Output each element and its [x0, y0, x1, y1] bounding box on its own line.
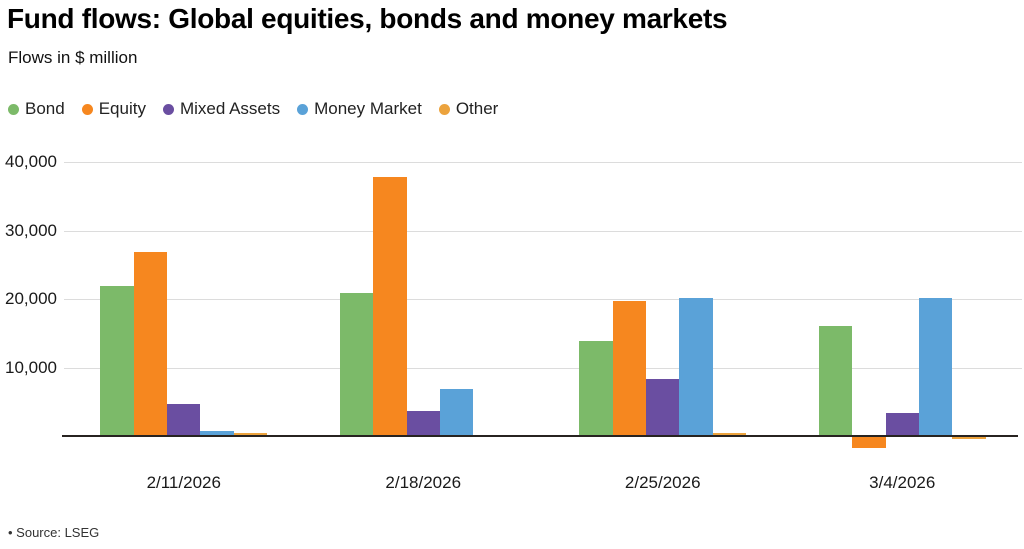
- x-tick-label: 2/25/2026: [624, 473, 701, 492]
- bar-bond-2-25-2026: [579, 341, 613, 436]
- legend-label: Equity: [98, 99, 146, 118]
- y-tick-label: 30,000: [5, 220, 57, 240]
- bar-mixed-assets-2-25-2026: [646, 379, 680, 436]
- legend-item-mixed-assets: Mixed Assets: [162, 99, 281, 119]
- y-tick-label: 20,000: [5, 289, 57, 308]
- x-tick-label: 2/18/2026: [385, 473, 462, 492]
- bar-mixed-assets-2-18-2026: [406, 410, 440, 436]
- legend-dot-icon: [81, 103, 93, 115]
- chart-subtitle: Flows in $ million: [8, 48, 138, 67]
- bar-bond-2-11-2026: [100, 285, 134, 436]
- legend: Bond Equity Mixed Assets Money Market Other: [8, 99, 498, 119]
- bar-money-market-2-18-2026: [439, 388, 474, 436]
- legend-item-other: Other: [438, 99, 499, 119]
- bar-equity-2-18-2026: [373, 177, 407, 436]
- legend-dot-icon: [438, 103, 450, 115]
- legend-label: Mixed Assets: [179, 99, 281, 118]
- x-tick-label: 2/11/2026: [146, 473, 221, 492]
- legend-dot-icon: [8, 103, 19, 115]
- bar-equity-3-4-2026: [852, 437, 886, 448]
- bar-bond-3-4-2026: [818, 325, 853, 436]
- bar-money-market-3-4-2026: [918, 297, 953, 436]
- legend-label: Money Market: [314, 99, 422, 118]
- x-tick-label: 3/4/2026: [869, 473, 936, 492]
- legend-item-money-market: Money Market: [297, 99, 422, 119]
- gridline: [64, 162, 1022, 163]
- bar-money-market-2-25-2026: [679, 298, 713, 436]
- gridline: [64, 367, 1022, 369]
- y-tick-label: 10,000: [5, 357, 57, 377]
- gridline: [64, 230, 1022, 232]
- legend-item-equity: Equity: [81, 99, 146, 119]
- bar-other-2-25-2026: [712, 433, 747, 436]
- bar-money-market-2-11-2026: [200, 431, 234, 436]
- chart-title: Fund flows: Global equities, bonds and m…: [7, 3, 728, 34]
- legend-label: Bond: [25, 99, 65, 118]
- bar-equity-2-25-2026: [612, 301, 647, 436]
- bar-mixed-assets-3-4-2026: [885, 412, 919, 436]
- bar-bond-2-18-2026: [339, 292, 374, 436]
- y-tick-label: 40,000: [5, 152, 57, 171]
- source-note: • Source: LSEG: [8, 525, 100, 540]
- legend-label: Other: [455, 99, 499, 118]
- bar-equity-2-11-2026: [133, 251, 168, 436]
- bar-mixed-assets-2-11-2026: [167, 403, 201, 436]
- x-axis-line: [62, 435, 1018, 437]
- gridline: [64, 299, 1022, 300]
- legend-item-bond: Bond: [8, 99, 65, 119]
- legend-dot-icon: [297, 103, 309, 115]
- bar-other-2-11-2026: [233, 433, 268, 436]
- legend-dot-icon: [162, 103, 174, 115]
- bar-other-3-4-2026: [952, 437, 986, 439]
